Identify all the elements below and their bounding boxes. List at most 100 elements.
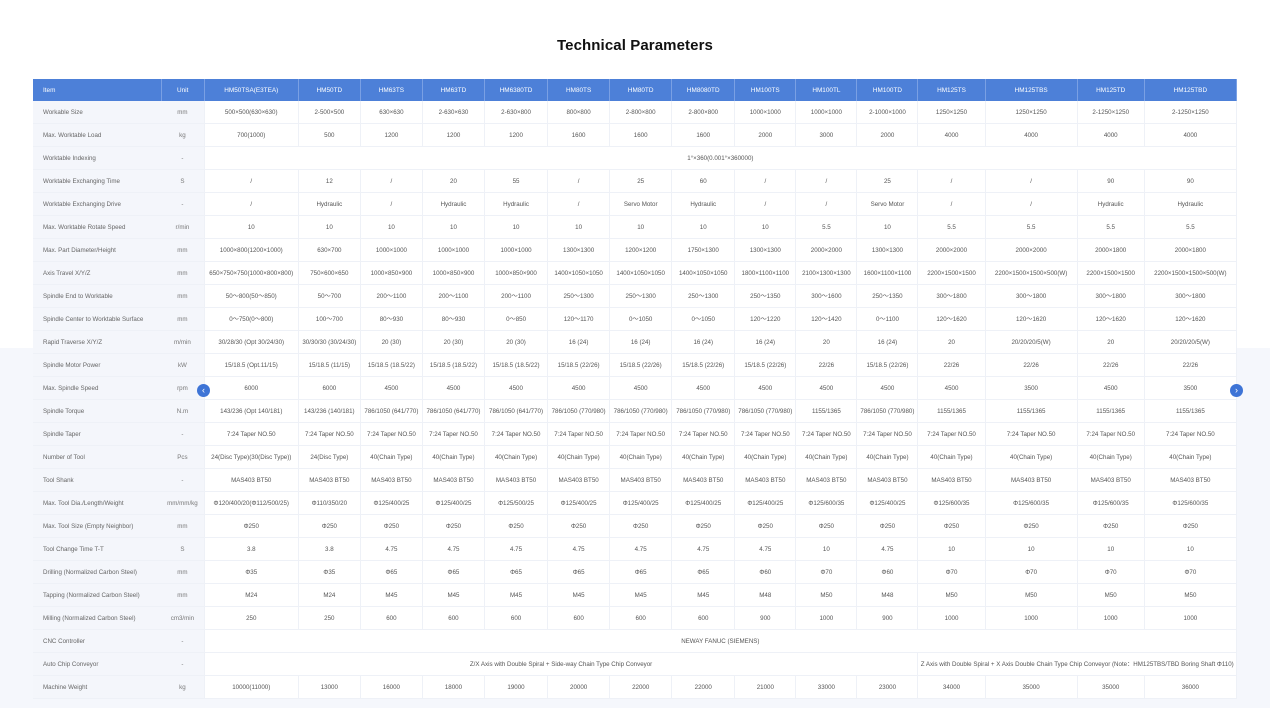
table-cell: Servo Motor bbox=[609, 192, 673, 216]
row-unit: kW bbox=[161, 353, 205, 377]
table-cell: Φ125/400/25 bbox=[360, 491, 423, 515]
table-cell: 22/26 bbox=[1144, 353, 1238, 377]
table-cell: 36000 bbox=[1144, 675, 1238, 699]
row-unit: r/min bbox=[161, 215, 205, 239]
table-cell: 1155/1365 bbox=[917, 399, 986, 423]
row-label: Milling (Normalized Carbon Steel) bbox=[33, 606, 162, 630]
table-cell: / bbox=[917, 169, 986, 193]
row-unit: cm3/min bbox=[161, 606, 205, 630]
table-cell: 300～1800 bbox=[985, 284, 1078, 308]
next-arrow-button[interactable]: › bbox=[1230, 384, 1243, 397]
row-label: Tapping (Normalized Carbon Steel) bbox=[33, 583, 162, 607]
table-cell: 786/1050 (770/980) bbox=[547, 399, 611, 423]
table-cell: 60 bbox=[671, 169, 736, 193]
table-cell: 22/26 bbox=[1077, 353, 1145, 377]
table-cell: Hydraulic bbox=[422, 192, 486, 216]
table-cell: 6000 bbox=[204, 376, 299, 400]
table-cell: 1000×850×900 bbox=[360, 261, 423, 285]
table-cell: 500×500(630×630) bbox=[204, 101, 299, 124]
row-label: Spindle Center to Worktable Surface bbox=[33, 307, 162, 331]
table-cell: MAS403 BT50 bbox=[609, 468, 673, 492]
table-cell: Φ65 bbox=[671, 560, 736, 584]
table-cell: Φ250 bbox=[734, 514, 797, 538]
table-cell: 600 bbox=[360, 606, 423, 630]
table-cell: 250 bbox=[298, 606, 361, 630]
table-cell: 1400×1050×1050 bbox=[671, 261, 736, 285]
table-cell: MAS403 BT50 bbox=[671, 468, 736, 492]
row-unit: mm/mm/kg bbox=[161, 491, 205, 515]
table-cell: Hydraulic bbox=[298, 192, 361, 216]
table-cell: 2200×1500×1500×500(W) bbox=[1144, 261, 1238, 285]
table-row: CNC Controller - NEWAY FANUC (SIEMENS) bbox=[33, 629, 1238, 653]
table-cell: 4500 bbox=[1077, 376, 1145, 400]
table-row: Max. Worktable Rotate Speed r/min 10 10 10 10… bbox=[33, 215, 1238, 239]
table-cell: 2200×1500×1500 bbox=[917, 261, 986, 285]
table-cell: 40(Chain Type) bbox=[985, 445, 1078, 469]
table-cell: M24 bbox=[204, 583, 299, 607]
table-cell: 650×750×750(1000×800×800) bbox=[204, 261, 299, 285]
table-cell: 10 bbox=[671, 215, 736, 239]
table-cell: 1400×1050×1050 bbox=[609, 261, 673, 285]
table-cell: 40(Chain Type) bbox=[795, 445, 858, 469]
table-cell: Φ250 bbox=[917, 514, 986, 538]
row-label: Axis Travel X/Y/Z bbox=[33, 261, 162, 285]
column-header: HM125TBD bbox=[1144, 79, 1238, 101]
prev-arrow-button[interactable]: ‹ bbox=[197, 384, 210, 397]
table-row: Max. Tool Dia./Length/Weight mm/mm/kg Φ120… bbox=[33, 491, 1238, 515]
table-cell: Φ70 bbox=[1144, 560, 1238, 584]
table-cell: Φ125/600/35 bbox=[917, 491, 986, 515]
table-cell: 10 bbox=[422, 215, 486, 239]
table-cell: / bbox=[360, 192, 423, 216]
row-label: Spindle End to Worktable bbox=[33, 284, 162, 308]
table-cell: 10 bbox=[484, 215, 549, 239]
table-cell: 90 bbox=[1144, 169, 1238, 193]
table-cell: 16 (24) bbox=[609, 330, 673, 354]
table-cell: 3500 bbox=[985, 376, 1078, 400]
table-cell: 5.5 bbox=[1077, 215, 1145, 239]
row-unit: rpm bbox=[161, 376, 205, 400]
table-cell: / bbox=[547, 192, 611, 216]
table-cell: 2-800×800 bbox=[671, 101, 736, 124]
row-label: Spindle Torque bbox=[33, 399, 162, 423]
table-cell-merged: 1°×360(0.001°×360000) bbox=[204, 146, 1238, 170]
row-label: Tool Change Time T-T bbox=[33, 537, 162, 561]
table-cell: 120～1620 bbox=[917, 307, 986, 331]
table-cell: 2100×1300×1300 bbox=[795, 261, 858, 285]
row-label: Tool Shank bbox=[33, 468, 162, 492]
table-cell: Φ125/400/25 bbox=[734, 491, 797, 515]
table-cell: / bbox=[547, 169, 611, 193]
column-header: HM50TD bbox=[298, 79, 361, 101]
table-cell: 0～850 bbox=[484, 307, 549, 331]
table-cell: M50 bbox=[1077, 583, 1145, 607]
table-cell: 1200 bbox=[360, 123, 423, 147]
table-cell: 0～1050 bbox=[671, 307, 736, 331]
table-cell: 15/18.5 (Opt.11/15) bbox=[204, 353, 299, 377]
table-cell: Φ65 bbox=[484, 560, 549, 584]
table-cell: 34000 bbox=[917, 675, 986, 699]
table-cell: 4500 bbox=[360, 376, 423, 400]
table-row: Max. Spindle Speed rpm 6000 6000 4500 4500 450… bbox=[33, 376, 1238, 400]
table-cell: 50～700 bbox=[298, 284, 361, 308]
table-cell: Φ250 bbox=[856, 514, 919, 538]
table-cell: 3.8 bbox=[298, 537, 361, 561]
row-label: Rapid Traverse X/Y/Z bbox=[33, 330, 162, 354]
table-cell: 250 bbox=[204, 606, 299, 630]
table-cell: Φ60 bbox=[734, 560, 797, 584]
column-header: HM100TL bbox=[795, 79, 858, 101]
table-cell: / bbox=[360, 169, 423, 193]
row-label: Workable Size bbox=[33, 101, 162, 124]
table-cell: 10 bbox=[1077, 537, 1145, 561]
table-cell: 15/18.5 (22/26) bbox=[671, 353, 736, 377]
table-cell: 2000×2000 bbox=[985, 238, 1078, 262]
row-unit: N.m bbox=[161, 399, 205, 423]
table-cell: 10 bbox=[298, 215, 361, 239]
row-unit: S bbox=[161, 169, 205, 193]
table-cell: MAS403 BT50 bbox=[795, 468, 858, 492]
row-unit: - bbox=[161, 652, 205, 676]
table-cell: 600 bbox=[609, 606, 673, 630]
table-cell: 120～1620 bbox=[1077, 307, 1145, 331]
table-cell: 25 bbox=[856, 169, 919, 193]
table-cell: Φ35 bbox=[298, 560, 361, 584]
table-cell: 16 (24) bbox=[734, 330, 797, 354]
table-cell: 10 bbox=[795, 537, 858, 561]
